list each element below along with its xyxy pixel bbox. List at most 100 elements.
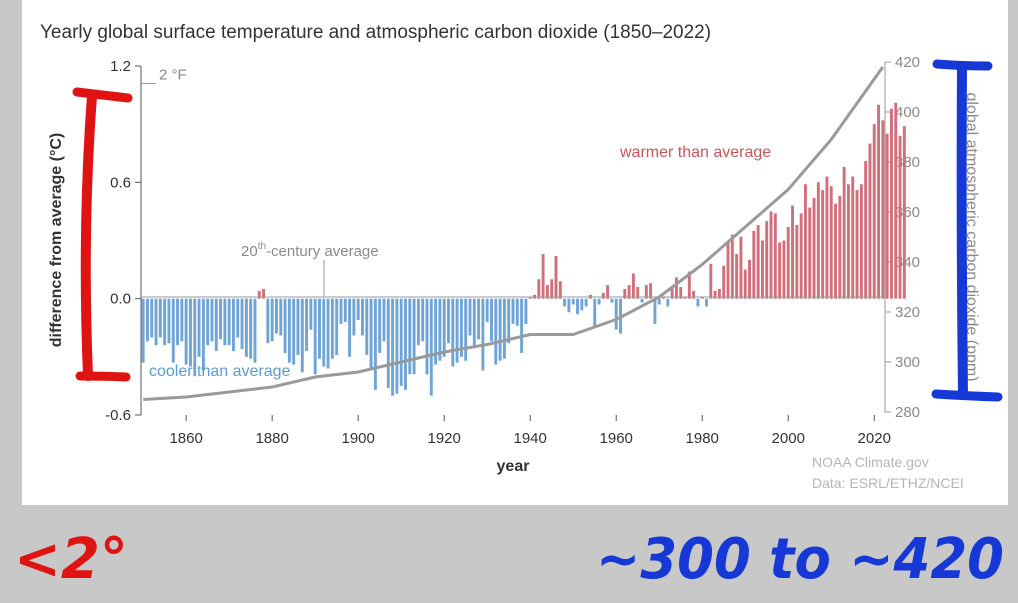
bar-1938 — [520, 298, 524, 353]
x-tick-label: 2020 — [858, 430, 891, 447]
bar-1876 — [253, 298, 257, 363]
bar-1939 — [524, 298, 528, 324]
bar-1883 — [283, 298, 287, 353]
bar-1931 — [490, 298, 493, 342]
bar-1971 — [662, 296, 665, 299]
bar-1915 — [421, 298, 425, 342]
bar-1862 — [193, 298, 197, 377]
bar-2024 — [889, 108, 893, 299]
bar-1933 — [498, 298, 502, 361]
bar-1917 — [429, 298, 433, 396]
bar-2014 — [846, 184, 850, 299]
bar-1859 — [180, 298, 184, 342]
bar-1974 — [674, 277, 678, 299]
y2-tick-label: 280 — [895, 404, 920, 421]
bar-1875 — [249, 298, 253, 359]
co2-line — [143, 66, 885, 401]
bar-2001 — [791, 205, 794, 299]
cooler-annotation: cooler than average — [149, 363, 291, 380]
bar-1996 — [769, 211, 773, 299]
bar-1920 — [442, 298, 446, 357]
bar-2007 — [816, 182, 820, 299]
x-ticks: 1860 1880 1900 1920 1940 1960 1980 2000 2020 — [169, 415, 891, 447]
bar-1985 — [722, 265, 726, 299]
bar-2017 — [859, 184, 863, 299]
bar-1989 — [739, 236, 743, 299]
bar-2026 — [898, 135, 902, 299]
bar-2011 — [834, 203, 837, 299]
bar-1998 — [778, 242, 782, 299]
bar-1921 — [447, 298, 450, 344]
bar-2018 — [864, 161, 868, 299]
bar-1963 — [627, 285, 631, 299]
bar-1890 — [313, 298, 317, 375]
bar-1970 — [657, 298, 661, 305]
bar-1946 — [554, 256, 558, 299]
x-tick-label: 2000 — [772, 430, 805, 447]
bar-1898 — [348, 298, 352, 357]
bar-1889 — [309, 298, 313, 330]
warmer-annotation: warmer than average — [619, 144, 771, 161]
red-bracket-drawing — [72, 87, 133, 382]
bar-1960 — [614, 298, 618, 330]
bar-1856 — [167, 298, 171, 344]
credit-source: NOAA Climate.gov — [812, 454, 929, 470]
bar-1930 — [485, 298, 489, 322]
bar-1973 — [670, 287, 674, 299]
bar-1896 — [339, 298, 343, 324]
bar-2016 — [855, 190, 859, 299]
bar-1855 — [163, 298, 167, 346]
bar-1866 — [210, 298, 214, 342]
bar-1929 — [481, 298, 485, 371]
baseline-annotation: 20th-century average — [241, 241, 379, 260]
bar-1940 — [528, 296, 532, 299]
bar-1922 — [451, 298, 455, 367]
chart-title: Yearly global surface temperature and at… — [40, 22, 711, 43]
bar-1905 — [378, 298, 382, 353]
bar-1869 — [223, 298, 227, 346]
bar-1878 — [262, 288, 266, 299]
bar-1994 — [760, 240, 764, 299]
bar-1874 — [244, 298, 248, 357]
bar-1964 — [631, 273, 635, 299]
baseline-annotation-sup: th — [258, 241, 266, 252]
bar-1945 — [550, 279, 554, 299]
bar-1888 — [305, 298, 309, 352]
bar-1966 — [640, 298, 644, 303]
bar-1857 — [171, 298, 175, 363]
bar-1886 — [296, 298, 300, 355]
bar-1914 — [416, 298, 420, 346]
bar-1925 — [464, 298, 468, 361]
y2-tick-label: 400 — [895, 104, 920, 121]
bar-2021 — [877, 104, 881, 299]
bar-1980 — [700, 296, 704, 299]
bar-1959 — [610, 298, 614, 303]
bar-2015 — [851, 176, 855, 299]
bar-1902 — [365, 298, 369, 355]
bar-1972 — [666, 298, 670, 307]
bar-1999 — [782, 240, 786, 299]
bar-1923 — [455, 298, 459, 363]
bar-1884 — [287, 298, 291, 363]
bar-1928 — [477, 298, 481, 340]
bar-1995 — [765, 221, 769, 299]
bar-1958 — [606, 285, 610, 299]
y-tick-label: 0.0 — [110, 291, 131, 308]
bar-1881 — [275, 298, 278, 334]
bar-1910 — [399, 298, 403, 386]
bar-1965 — [636, 287, 640, 299]
bar-1942 — [537, 279, 541, 299]
bar-2008 — [821, 190, 825, 299]
bar-2000 — [786, 226, 790, 299]
x-tick-label: 1920 — [428, 430, 461, 447]
bar-1957 — [601, 292, 605, 299]
bar-2022 — [881, 120, 885, 299]
fahrenheit-marker-label: 2 °F — [159, 66, 187, 83]
bar-1894 — [330, 298, 334, 359]
bar-1981 — [705, 298, 708, 307]
bar-1870 — [227, 298, 231, 346]
bar-1948 — [563, 298, 567, 307]
bar-1955 — [593, 298, 597, 326]
handwritten-note-right: ~300 to ~420 — [596, 527, 1004, 592]
